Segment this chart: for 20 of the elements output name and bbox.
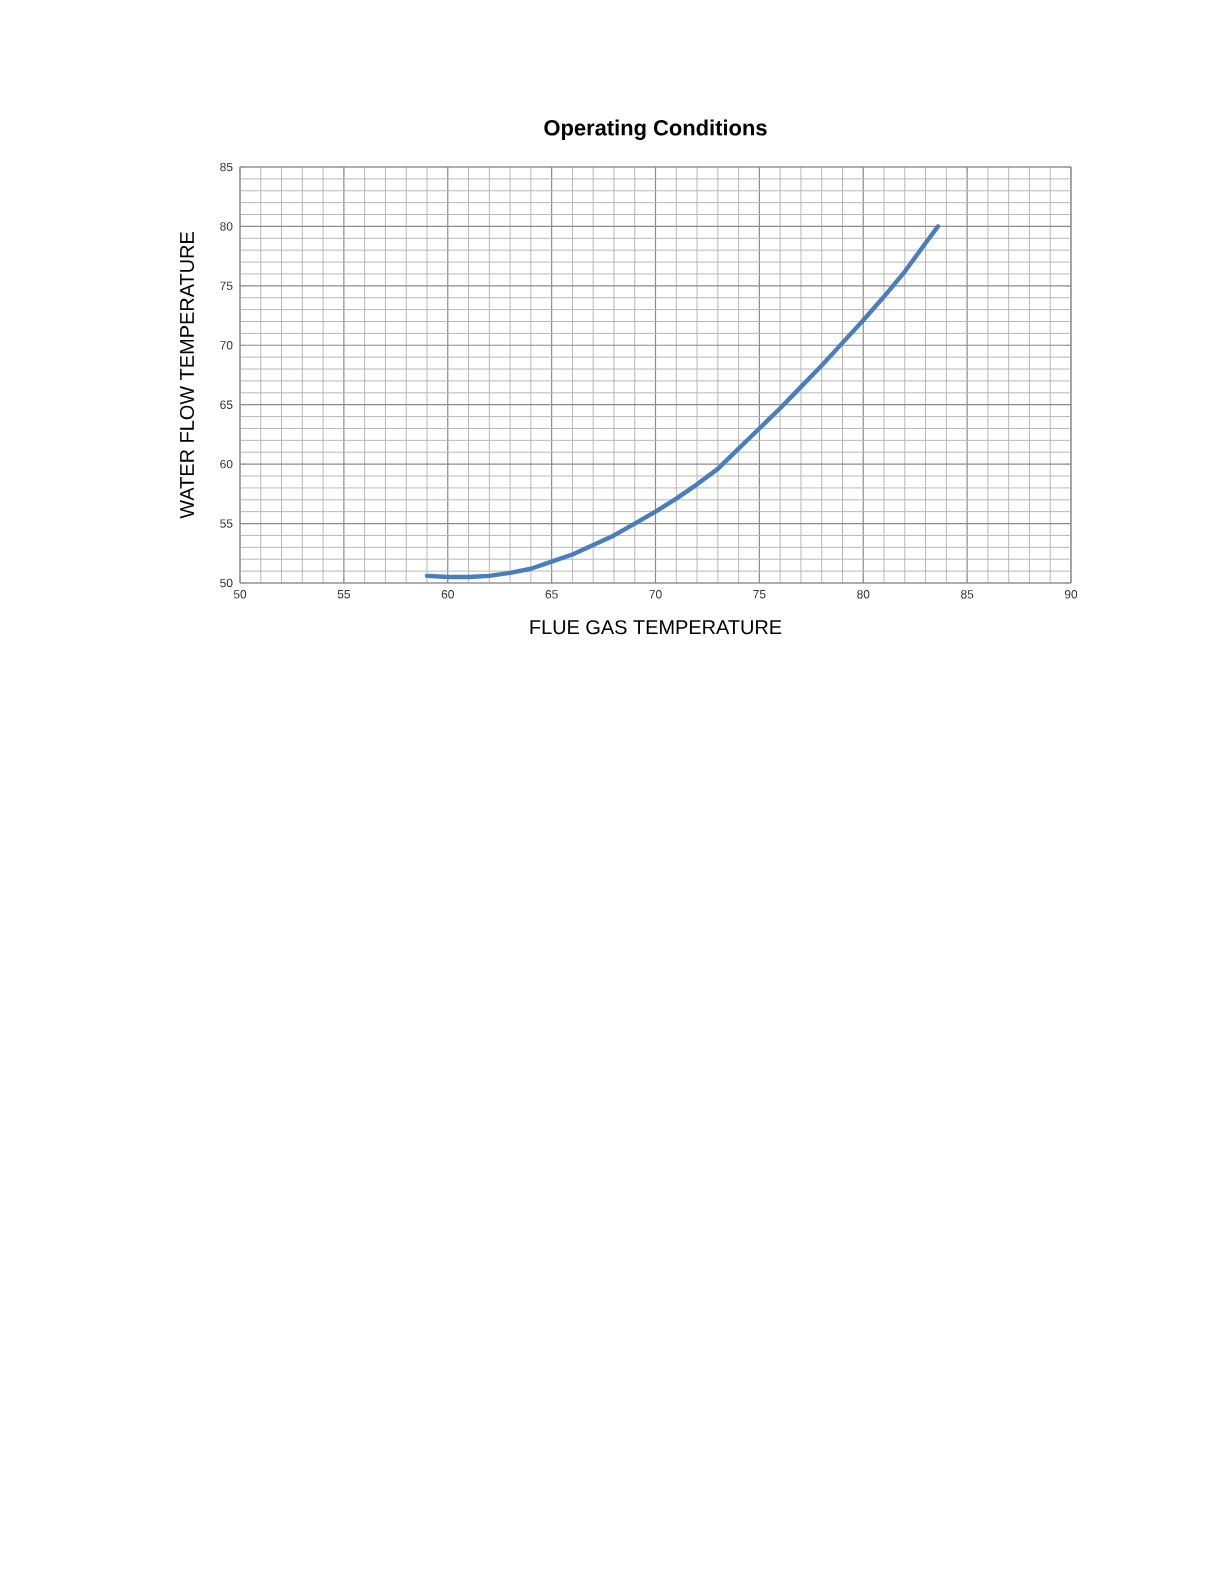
y-tick-label: 55 [220, 519, 233, 528]
y-tick-label: 60 [220, 459, 233, 469]
x-tick-label: 75 [753, 590, 766, 599]
y-tick-label: 85 [220, 162, 233, 172]
y-tick-label: 70 [220, 341, 233, 350]
x-tick-label: 85 [961, 590, 974, 599]
x-tick-label: 90 [1064, 590, 1078, 599]
chart-title: Operating Conditions [544, 119, 767, 141]
y-tick-label: 80 [220, 222, 233, 231]
x-tick-label: 50 [233, 590, 247, 599]
x-axis-title: FLUE GAS TEMPERATURE [530, 620, 782, 635]
y-tick-label: 75 [220, 281, 233, 291]
y-tick-label: 50 [220, 578, 233, 588]
x-tick-label: 65 [545, 590, 558, 599]
y-axis-title: WATER FLOW TEMPERATURE [179, 232, 195, 519]
x-tick-label: 70 [649, 590, 662, 599]
x-tick-label: 60 [441, 590, 454, 599]
x-tick-label: 80 [857, 590, 870, 599]
x-tick-label: 55 [337, 590, 351, 599]
y-tick-label: 65 [220, 400, 233, 409]
